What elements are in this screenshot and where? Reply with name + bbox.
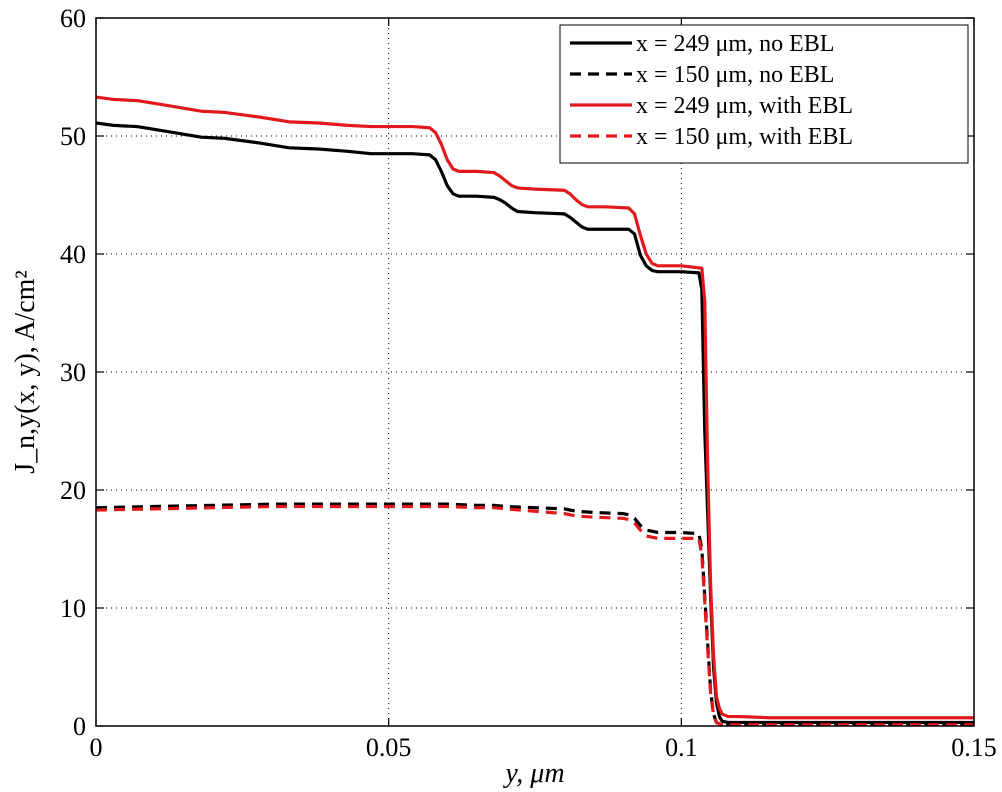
- x-tick-label: 0.05: [366, 733, 412, 762]
- legend-items: x = 249 μm, no EBL x = 150 μm, no EBL x = …: [570, 31, 853, 150]
- y-axis-label: J_n,y(x, y), A/cm²: [10, 270, 41, 474]
- y-tick-label: 30: [60, 358, 86, 387]
- series-line-2: [95, 502, 974, 727]
- y-tick-label: 50: [60, 122, 86, 151]
- legend: x = 249 μm, no EBL x = 150 μm, no EBL x = …: [559, 24, 969, 164]
- y-tick-label: 0: [73, 712, 86, 741]
- series-group: [95, 95, 974, 727]
- series-line-3: [95, 95, 974, 720]
- x-tick-label: 0: [90, 733, 103, 762]
- series-line-1: [95, 121, 974, 725]
- legend-box: [559, 24, 969, 164]
- legend-label-2: x = 150 μm, no EBL: [636, 62, 834, 88]
- y-tick-label: 60: [60, 4, 86, 33]
- y-tick-label: 40: [60, 240, 86, 269]
- series-line-4: [95, 504, 974, 727]
- y-axis-label-text: J_n,y(x, y), A/cm²: [10, 270, 41, 474]
- y-tick-label: 10: [60, 594, 86, 623]
- grid-lines: [96, 18, 974, 726]
- x-tick-label: 0.15: [951, 733, 997, 762]
- x-axis-label-text: y, μm: [502, 758, 564, 789]
- legend-label-3: x = 249 μm, with EBL: [636, 93, 853, 119]
- legend-label-1: x = 249 μm, no EBL: [636, 31, 834, 57]
- y-tick-label: 20: [60, 476, 86, 505]
- x-axis-label: y, μm: [502, 758, 564, 789]
- legend-label-4: x = 150 μm, with EBL: [636, 124, 853, 150]
- x-tick-label: 0.1: [665, 733, 698, 762]
- tick-labels: 0 0.05 0.1 0.15 0 10 20 30 40 50 60: [60, 4, 997, 762]
